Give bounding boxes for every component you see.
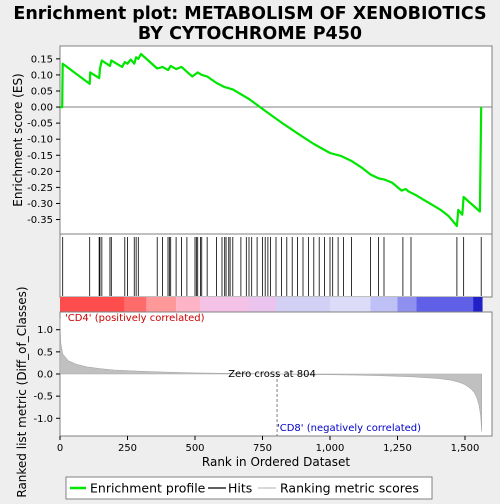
color-bar-segment xyxy=(176,297,201,312)
es-ytick-label: 0.05 xyxy=(31,86,53,97)
x-axis-label: Rank in Ordered Dataset xyxy=(202,455,350,469)
metric-xtick-label: 0 xyxy=(57,443,63,454)
es-ytick-label: -0.25 xyxy=(27,183,53,194)
enrichment-profile-group xyxy=(60,52,483,228)
ranking-color-bar xyxy=(60,297,483,312)
legend-box xyxy=(65,476,433,500)
color-bar-segment xyxy=(416,297,474,312)
es-panel-frame xyxy=(59,45,493,235)
es-ytick-label: 0.15 xyxy=(31,54,53,65)
legend: Enrichment profile Hits Ranking metric sco… xyxy=(70,481,419,496)
color-bar-segment xyxy=(146,297,177,312)
es-ytick-label: -0.15 xyxy=(27,151,53,162)
es-ytick-label: -0.05 xyxy=(27,119,53,130)
hits-group xyxy=(62,237,482,296)
enrichment-profile-line xyxy=(60,52,483,228)
es-y-axis-label: Enrichment score (ES) xyxy=(11,73,25,206)
es-ytick-label: -0.35 xyxy=(27,215,53,226)
ranking-metric-area xyxy=(59,318,482,432)
color-bar-segment xyxy=(397,297,417,312)
metric-y-axis-label: Ranked list metric (Diff_of_Classes) xyxy=(15,286,29,497)
metric-ytick-label: -0.5 xyxy=(33,392,53,403)
color-bar-segment xyxy=(200,297,249,312)
color-bar-segment xyxy=(276,297,330,312)
chart-title-line2: BY CYTOCHROME P450 xyxy=(138,24,362,44)
metric-xtick-label: 1,250 xyxy=(383,443,412,454)
legend-label: Hits xyxy=(228,481,252,496)
color-bar-segment xyxy=(473,297,483,312)
es-ytick-label: 0.10 xyxy=(31,70,53,81)
metric-xtick-label: 1,500 xyxy=(451,443,480,454)
es-ytick-label: -0.30 xyxy=(27,199,53,210)
negative-class-label: 'CD8' (negatively correlated) xyxy=(277,423,421,434)
metric-ytick-label: 0.0 xyxy=(37,370,53,381)
es-ytick-label: 0.00 xyxy=(31,103,53,114)
metric-x-axis: 0 250 500 750 1,000 1,250 1,500 xyxy=(57,436,480,454)
color-bar-segment xyxy=(60,297,125,312)
color-bar-segment xyxy=(249,297,276,312)
metric-xtick-label: 750 xyxy=(253,443,272,454)
metric-ytick-label: -1.0 xyxy=(33,414,53,425)
zero-cross-annotation: Zero cross at 804 xyxy=(228,369,316,380)
es-ytick-label: -0.20 xyxy=(27,167,53,178)
legend-label: Enrichment profile xyxy=(90,481,206,496)
es-y-axis: 0.15 0.10 0.05 0.00 -0.05 -0.10 -0.15 -0.20 -0.2… xyxy=(27,54,60,226)
metric-ytick-label: 1.0 xyxy=(37,325,53,336)
metric-xtick-label: 500 xyxy=(185,443,204,454)
chart-title-line1: Enrichment plot: METABOLISM OF XENOBIOTI… xyxy=(13,4,486,24)
metric-xtick-label: 1,000 xyxy=(316,443,345,454)
metric-y-axis: 1.0 0.5 0.0 -0.5 -1.0 xyxy=(33,325,60,425)
ranking-metric-group xyxy=(59,318,482,436)
color-bar-segment xyxy=(330,297,371,312)
color-bar-segment xyxy=(370,297,398,312)
legend-label: Ranking metric scores xyxy=(280,481,419,496)
positive-class-label: 'CD4' (positively correlated) xyxy=(65,313,205,324)
metric-ytick-label: 0.5 xyxy=(37,347,53,358)
metric-xtick-label: 250 xyxy=(118,443,137,454)
color-bar-segment xyxy=(124,297,147,312)
es-ytick-label: -0.10 xyxy=(27,135,53,146)
